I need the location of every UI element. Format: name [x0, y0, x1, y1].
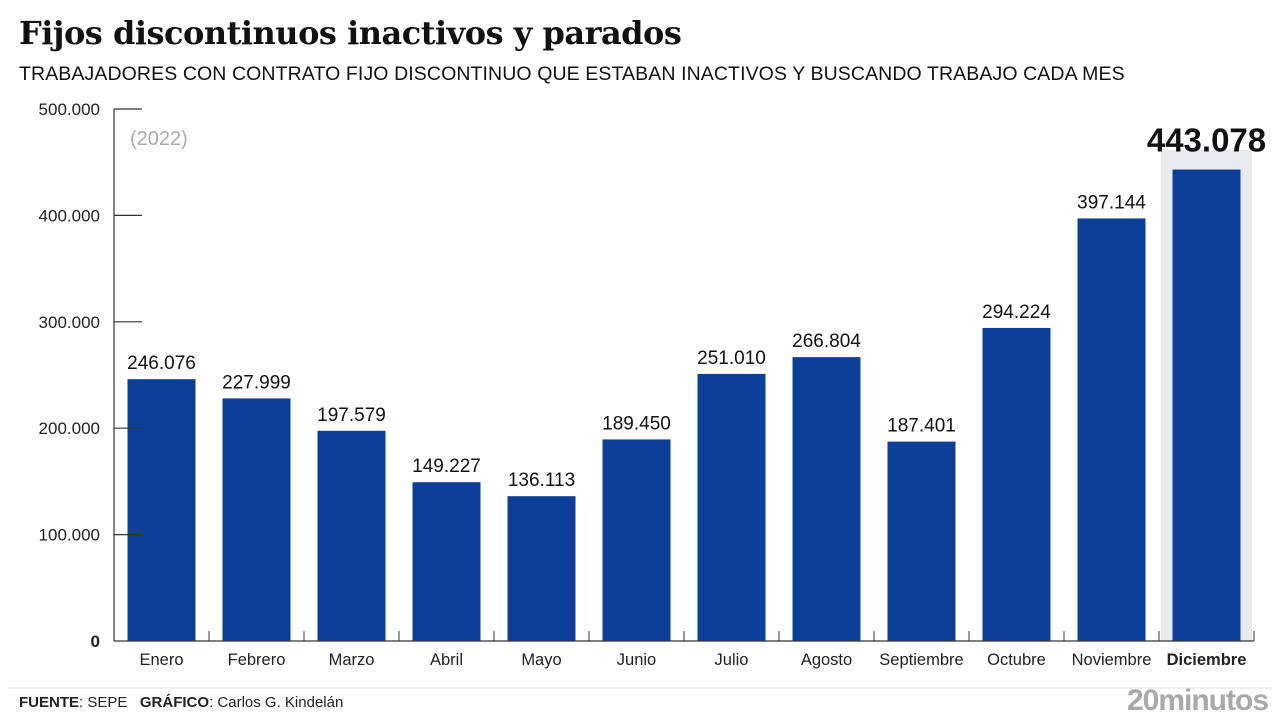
value-label: 294.224	[982, 302, 1051, 323]
value-label: 246.076	[127, 353, 196, 374]
bar-diciembre	[1172, 169, 1241, 641]
value-label: 149.227	[412, 456, 481, 477]
category-label: Octubre	[987, 651, 1046, 669]
footer-divider	[8, 687, 1272, 689]
bar-julio	[697, 373, 766, 641]
category-label: Agosto	[801, 651, 852, 669]
category-label: Junio	[617, 651, 656, 669]
y-tick-label: 200.000	[39, 419, 100, 438]
bar-chart: 246.076 Enero 227.999 Febrero 197.579 Marzo 14…	[39, 100, 1267, 669]
bar-enero	[127, 379, 196, 641]
value-label: 266.804	[792, 331, 861, 352]
graphic-value: Carlos G. Kindelán	[217, 694, 344, 711]
category-label: Mayo	[521, 651, 561, 669]
category-label: Septiembre	[879, 651, 963, 669]
bar-mayo	[507, 496, 576, 641]
bar-noviembre	[1077, 218, 1146, 641]
bar-abril	[412, 482, 481, 641]
bar-junio	[602, 439, 671, 641]
bar-marzo	[317, 430, 386, 641]
bar-octubre	[982, 327, 1051, 641]
chart-title: Fijos discontinuos inactivos y parados	[19, 14, 682, 52]
bar-agosto	[792, 357, 861, 641]
y-tick-label: 300.000	[39, 313, 100, 332]
category-label: Febrero	[228, 651, 286, 669]
y-tick-label: 0	[91, 632, 100, 651]
value-label: 227.999	[222, 372, 291, 393]
category-label: Enero	[139, 651, 183, 669]
value-label: 189.450	[602, 413, 671, 434]
brand-logo: 20minutos	[1126, 684, 1269, 717]
value-label: 136.113	[508, 470, 575, 491]
source-value: SEPE	[87, 694, 128, 711]
footer-credits: FUENTE: SEPE GRÁFICO: Carlos G. Kindelán	[19, 694, 344, 711]
y-tick-label: 100.000	[39, 526, 100, 545]
bar-febrero	[222, 398, 291, 641]
value-label: 197.579	[317, 405, 386, 426]
source-label: FUENTE	[19, 694, 79, 711]
value-label: 251.010	[697, 348, 766, 369]
bar-septiembre	[887, 441, 956, 641]
category-label: Noviembre	[1072, 651, 1152, 669]
category-label: Abril	[430, 651, 463, 669]
graphic-label: GRÁFICO	[139, 694, 210, 711]
y-tick-label: 400.000	[39, 206, 100, 225]
category-label: Marzo	[329, 651, 375, 669]
value-label: 397.144	[1077, 192, 1146, 213]
value-label: 443.078	[1147, 122, 1266, 159]
chart-subtitle: TRABAJADORES CON CONTRATO FIJO DISCONTIN…	[19, 63, 1125, 85]
value-label: 187.401	[887, 416, 956, 437]
category-label: Julio	[715, 651, 749, 669]
year-annotation: (2022)	[130, 128, 188, 150]
category-label: Diciembre	[1167, 651, 1247, 669]
y-tick-label: 500.000	[39, 100, 100, 119]
